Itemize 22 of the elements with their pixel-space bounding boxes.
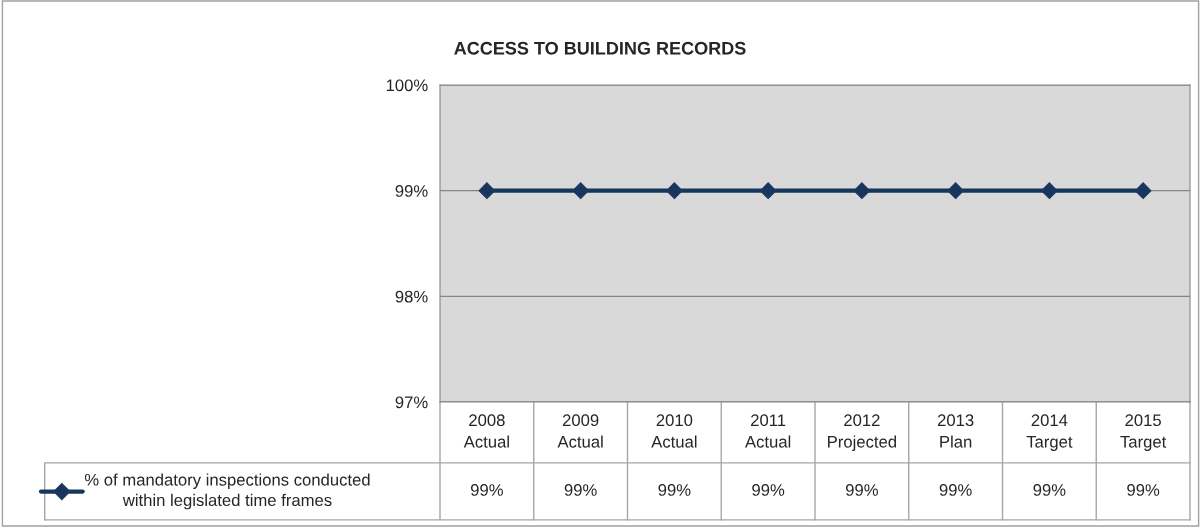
x-tick-label: 2015 Target xyxy=(1120,414,1167,451)
data-label: 99% xyxy=(1127,484,1160,496)
data-label: 99% xyxy=(1033,484,1066,496)
chart-title: ACCESS TO BUILDING RECORDS xyxy=(454,41,746,55)
y-tick-label: 99% xyxy=(395,185,428,197)
data-label: 99% xyxy=(564,484,597,496)
x-tick-label: 2014 Target xyxy=(1026,414,1073,451)
data-label: 99% xyxy=(752,484,785,496)
x-tick-label: 2011 Actual xyxy=(745,414,791,448)
x-tick-label: 2013 Plan xyxy=(937,414,974,448)
data-label: 99% xyxy=(470,484,503,496)
y-tick-label: 100% xyxy=(386,79,428,92)
data-label: 99% xyxy=(939,484,972,496)
data-label: 99% xyxy=(845,484,878,496)
x-tick-label: 2012 Projected xyxy=(828,414,897,451)
data-label: 99% xyxy=(658,484,691,496)
x-tick-label: 2008 Actual xyxy=(463,414,509,448)
legend-label: % of mandatory inspections conducted within legislated time frames xyxy=(84,473,370,510)
x-tick-label: 2009 Actual xyxy=(557,414,603,448)
y-tick-label: 98% xyxy=(395,290,428,303)
y-tick-label: 97% xyxy=(395,396,428,409)
x-tick-label: 2010 Actual xyxy=(651,414,697,448)
